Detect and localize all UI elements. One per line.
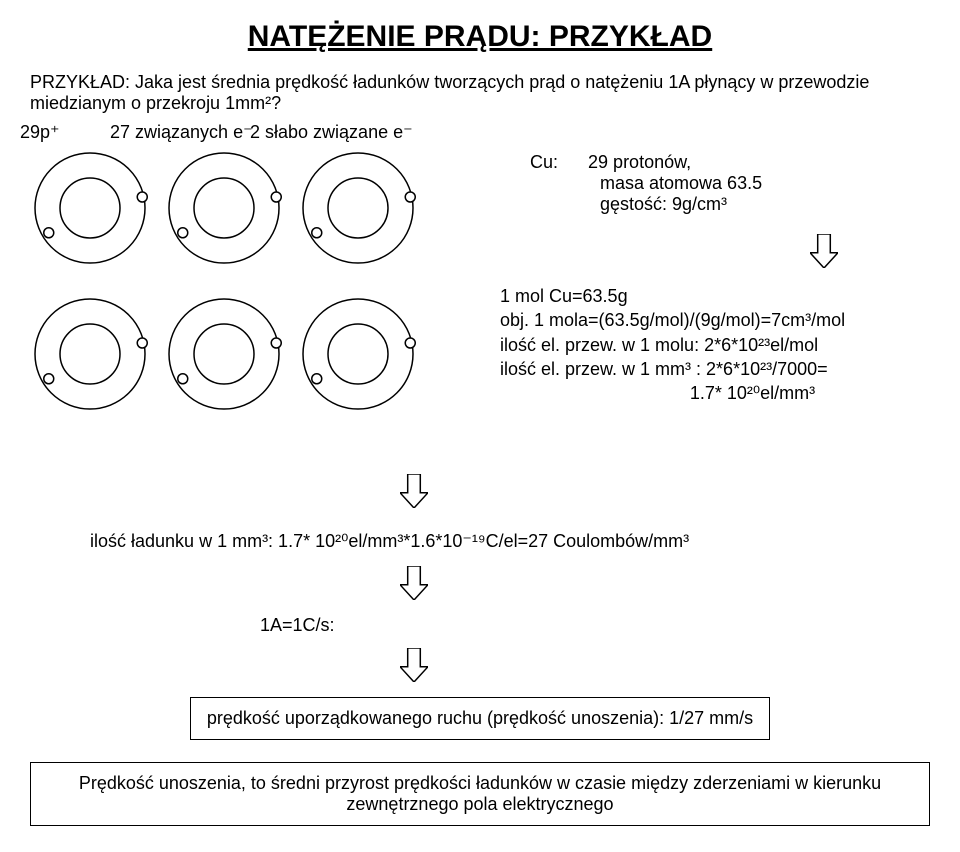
mol-line5: 1.7* 10²⁰el/mm³	[500, 381, 845, 405]
mol-calc: 1 mol Cu=63.5g obj. 1 mola=(63.5g/mol)/(…	[500, 284, 845, 405]
arrow-down-icon-1	[810, 234, 838, 273]
example-intro: PRZYKŁAD: Jaka jest średnia prędkość ład…	[30, 72, 930, 114]
atom-3	[298, 148, 418, 268]
page-title: NATĘŻENIE PRĄDU: PRZYKŁAD	[30, 20, 930, 54]
label-29p: 29p⁺	[20, 122, 60, 143]
one-amp: 1A=1C/s:	[260, 615, 930, 636]
arrow-down-icon-2	[400, 474, 930, 513]
atom-6	[298, 294, 418, 414]
atoms-row-2	[30, 294, 418, 414]
atom-4	[30, 294, 150, 414]
label-2e: 2 słabo związane e⁻	[250, 122, 413, 143]
cu-properties: Cu: 29 protonów, masa atomowa 63.5 gęsto…	[530, 152, 762, 215]
result-box-1: prędkość uporządkowanego ruchu (prędkość…	[190, 697, 770, 740]
result-box-2: Prędkość unoszenia, to średni przyrost p…	[30, 762, 930, 826]
arrow-down-icon-4	[400, 648, 930, 687]
cu-line3: gęstość: 9g/cm³	[600, 194, 727, 215]
atoms-row-1	[30, 148, 418, 268]
charge-calc: ilość ładunku w 1 mm³: 1.7* 10²⁰el/mm³*1…	[90, 531, 930, 552]
row-1: 29p⁺ 27 związanych e⁻ 2 słabo związane e…	[30, 124, 930, 284]
mol-line2: obj. 1 mola=(63.5g/mol)/(9g/mol)=7cm³/mo…	[500, 308, 845, 332]
atom-2	[164, 148, 284, 268]
row-2: 1 mol Cu=63.5g obj. 1 mola=(63.5g/mol)/(…	[30, 284, 930, 474]
atom-1	[30, 148, 150, 268]
cu-line2: masa atomowa 63.5	[600, 173, 762, 194]
atom-5	[164, 294, 284, 414]
cu-label: Cu:	[530, 152, 558, 172]
label-27e: 27 związanych e⁻	[110, 122, 253, 143]
arrow-down-icon-3	[400, 566, 930, 605]
mol-line1: 1 mol Cu=63.5g	[500, 284, 845, 308]
mol-line3: ilość el. przew. w 1 molu: 2*6*10²³el/mo…	[500, 333, 845, 357]
mol-line4: ilość el. przew. w 1 mm³ : 2*6*10²³/7000…	[500, 357, 845, 381]
cu-line1: 29 protonów,	[588, 152, 691, 172]
